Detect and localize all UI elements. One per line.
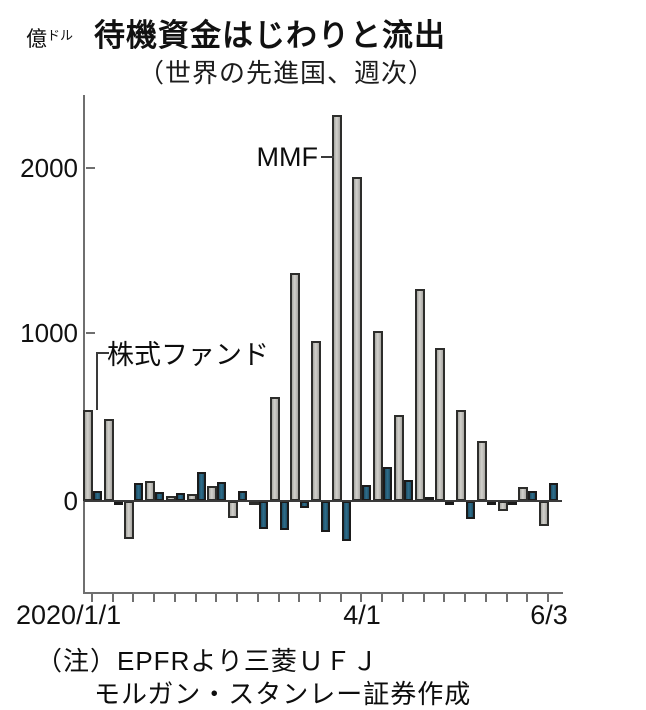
mmf-bar-1/1: [83, 410, 93, 501]
equity-bar-3/4: [280, 501, 289, 530]
equity-bar-3/11: [300, 501, 309, 508]
mmf-bar-4/15: [394, 415, 404, 501]
x-tick-label-start: 2020/1/1: [16, 600, 122, 630]
x-tick-1/29: [174, 594, 176, 602]
x-tick-label-end: 6/3: [530, 600, 568, 630]
equity-bar-3/25: [342, 501, 351, 541]
zero-baseline: [84, 500, 562, 502]
equity-bar-4/29: [445, 501, 454, 505]
y-tick-label-1000: 1000: [20, 318, 78, 348]
x-tick-5/27: [526, 594, 528, 602]
y-tick-label-0: 0: [63, 486, 78, 516]
equity-bar-2/12: [217, 482, 226, 501]
y-axis-line: [83, 95, 85, 594]
x-tick-4/29: [443, 594, 445, 602]
chart-title: 待機資金はじわりと流出: [94, 18, 446, 53]
equity-bar-4/1: [362, 485, 371, 501]
mmf-bar-2/19: [228, 501, 238, 518]
x-tick-2/19: [236, 594, 238, 602]
equity-bar-4/8: [383, 467, 392, 501]
mmf-bar-1/22: [145, 481, 155, 501]
x-tick-3/18: [319, 594, 321, 602]
equity-leader-line-h: [96, 352, 109, 354]
x-tick-1/1: [91, 594, 93, 602]
mmf-bar-1/15: [124, 501, 134, 539]
mmf-bar-1/8: [104, 419, 114, 501]
mmf-bar-3/25: [332, 115, 342, 501]
x-tick-2/26: [257, 594, 259, 602]
equity-bar-5/6: [466, 501, 475, 519]
equity-bar-1/8: [114, 501, 123, 505]
mmf-series-label: MMF: [256, 142, 318, 172]
x-tick-5/20: [506, 594, 508, 602]
mmf-bar-2/12: [207, 486, 217, 501]
x-tick-3/25: [340, 594, 342, 602]
x-tick-4/1: [360, 594, 362, 602]
equity-series-label: 株式ファンド: [107, 340, 269, 370]
mmf-bar-4/1: [352, 177, 362, 501]
x-tick-2/5: [195, 594, 197, 602]
x-tick-label-apr: 4/1: [343, 600, 381, 630]
x-tick-4/22: [423, 594, 425, 602]
y-tick-2000: [86, 167, 95, 169]
equity-bar-2/26: [259, 501, 268, 529]
equity-bar-2/5: [197, 472, 206, 501]
equity-bar-1/15: [134, 483, 143, 501]
mmf-bar-6/3: [539, 501, 549, 526]
x-tick-5/13: [485, 594, 487, 602]
mmf-bar-5/20: [498, 501, 508, 511]
equity-bar-5/13: [487, 501, 496, 505]
equity-bar-3/18: [321, 501, 330, 532]
x-tick-1/22: [153, 594, 155, 602]
x-tick-4/15: [402, 594, 404, 602]
equity-bar-5/20: [508, 501, 517, 505]
x-tick-1/15: [132, 594, 134, 602]
x-tick-3/11: [298, 594, 300, 602]
mmf-bar-4/29: [435, 348, 445, 501]
x-tick-1/8: [112, 594, 114, 602]
source-note-line2: モルガン・スタンレー証券作成: [94, 679, 472, 709]
x-tick-3/4: [278, 594, 280, 602]
y-axis-unit-label: 億ドル: [26, 28, 74, 51]
y-tick-1000: [86, 332, 95, 334]
mmf-bar-4/22: [415, 289, 425, 501]
y-tick-label-2000: 2000: [20, 153, 78, 183]
x-axis-line: [83, 592, 563, 594]
equity-bar-6/3: [549, 483, 558, 501]
equity-bar-4/15: [404, 480, 413, 501]
mmf-bar-5/13: [477, 441, 487, 501]
y-axis-unit-sub: ドル: [47, 28, 74, 43]
mmf-bar-5/27: [518, 487, 528, 501]
chart-subtitle: （世界の先進国、週次）: [138, 58, 436, 88]
mmf-bar-4/8: [373, 331, 383, 501]
mmf-bar-3/18: [311, 341, 321, 501]
mmf-bar-5/6: [456, 410, 466, 501]
source-note-line1: （注）EPFRより三菱ＵＦＪ: [36, 646, 379, 676]
x-tick-5/6: [464, 594, 466, 602]
x-tick-6/3: [547, 594, 549, 602]
mmf-bar-2/26: [249, 501, 259, 505]
x-tick-4/8: [381, 594, 383, 602]
x-tick-2/12: [215, 594, 217, 602]
mmf-leader-line: [321, 156, 334, 158]
mmf-bar-3/4: [270, 397, 280, 501]
equity-leader-line-v: [96, 352, 98, 410]
mmf-bar-3/11: [290, 273, 300, 501]
